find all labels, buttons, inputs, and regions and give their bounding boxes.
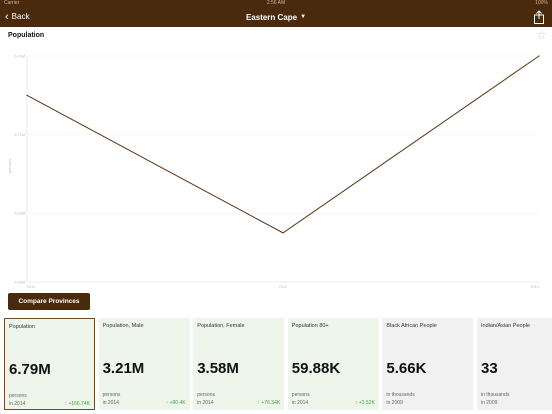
y-tick-label: 6.79M — [14, 54, 25, 58]
card-value: 33 — [481, 360, 498, 377]
card-title: Black African People — [386, 323, 437, 329]
status-bar: Carrier 2:56 AM 100% — [0, 0, 552, 7]
card-unit: persons — [9, 393, 27, 399]
card-value: 6.79M — [9, 361, 51, 378]
page-title: Population — [8, 32, 45, 39]
x-tick-label: 2012 — [279, 285, 287, 289]
card-delta: ↑ +166.74K — [64, 401, 90, 407]
card-title: Indian/Asian People — [481, 323, 530, 329]
card-unit: persons — [197, 392, 215, 398]
card-title: Population 80+ — [291, 323, 329, 329]
indicator-card-population-male[interactable]: Population, Male 3.21M persons in 2014 ↑… — [98, 318, 190, 410]
card-value: 3.21M — [102, 360, 145, 377]
card-year: in 2014 — [9, 401, 26, 407]
card-title: Population — [9, 324, 35, 330]
card-title: Population, Male — [102, 323, 144, 329]
chevron-down-icon: ▼ — [300, 14, 307, 20]
card-value: 5.66K — [386, 360, 427, 377]
back-label: Back — [11, 12, 30, 21]
card-delta: ↑ +3.52K — [354, 400, 375, 406]
indicator-card-population-female[interactable]: Population, Female 3.58M persons in 2014… — [193, 318, 285, 410]
card-delta: ↑ +76.34K — [257, 400, 281, 406]
x-tick-label: 2010 — [27, 285, 35, 289]
y-tick-label: 6.71M — [14, 133, 25, 137]
card-year: in 2014 — [291, 400, 309, 406]
data-point — [26, 94, 28, 96]
card-year: in 2014 — [102, 400, 119, 406]
y-axis-label: persons — [7, 159, 12, 173]
card-year: in 2014 — [197, 400, 214, 406]
indicator-card-black-african-people[interactable]: Black African People 5.66K in thousands … — [382, 318, 474, 410]
province-selector[interactable]: Eastern Cape ▼ — [176, 7, 376, 27]
card-unit: in thousands — [386, 392, 415, 398]
favorite-star-icon[interactable]: ☆ — [536, 28, 547, 42]
indicator-card-population-80-plus[interactable]: Population 80+ 59.88K persons in 2014 ↑ … — [287, 318, 379, 410]
carrier-label: Carrier — [4, 0, 20, 6]
compare-provinces-button[interactable]: Compare Provinces — [8, 293, 90, 310]
x-tick-label: 2014 — [531, 285, 539, 289]
card-year: in 2009 — [386, 400, 403, 406]
y-tick-label: 6.63M — [14, 212, 25, 216]
population-line-chart: 6.56M 6.63M 6.71M 6.79M 2010 2012 2014 person… — [7, 54, 540, 289]
share-icon[interactable] — [533, 10, 545, 24]
series-line — [26, 55, 540, 234]
data-point — [282, 232, 284, 234]
card-unit: in thousands — [481, 392, 510, 398]
card-unit: persons — [102, 392, 121, 398]
indicator-card-population[interactable]: Population 6.79M persons in 2014 ↑ +166.… — [4, 318, 95, 410]
card-year: in 2009 — [481, 400, 498, 406]
indicator-cards: Population 6.79M persons in 2014 ↑ +166.… — [4, 318, 552, 410]
clock-label: 2:56 AM — [266, 0, 286, 6]
card-unit: persons — [291, 392, 310, 398]
nav-title: Eastern Cape — [245, 12, 298, 22]
card-value: 3.58M — [197, 360, 239, 377]
y-tick-label: 6.56M — [14, 280, 25, 284]
chevron-left-icon: ‹ — [5, 11, 9, 23]
back-button[interactable]: ‹ Back — [5, 7, 29, 27]
battery-label: 100% — [535, 0, 548, 6]
data-point — [538, 55, 540, 57]
card-title: Population, Female — [197, 323, 245, 329]
navigation-bar: ‹ Back Eastern Cape ▼ — [0, 7, 552, 27]
indicator-card-indian-asian-people[interactable]: Indian/Asian People 33 in thousands in 2… — [477, 318, 552, 410]
card-value: 59.88K — [291, 360, 341, 377]
card-delta: ↑ +90.4K — [165, 400, 186, 406]
